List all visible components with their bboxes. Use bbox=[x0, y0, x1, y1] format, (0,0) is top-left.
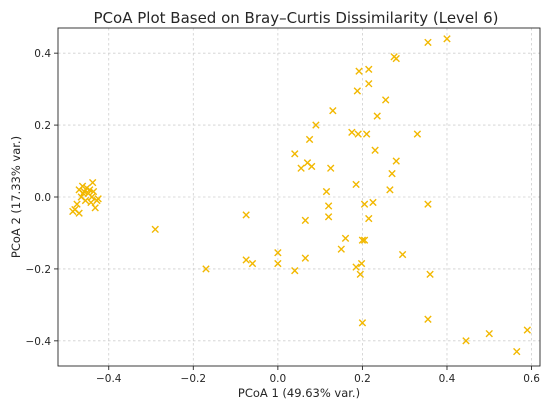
data-point-marker bbox=[202, 265, 210, 273]
data-point-marker bbox=[360, 236, 369, 244]
data-point-marker bbox=[274, 249, 282, 257]
data-point-marker bbox=[413, 130, 422, 138]
data-point-marker bbox=[365, 214, 373, 223]
data-point-marker bbox=[388, 169, 396, 178]
axis-ticks: −0.4 −0.2 0.0 0.2 0.4 0.6 −0.4 −0.2 0.0 0.2 0.4 bbox=[26, 48, 541, 385]
data-point-marker bbox=[424, 200, 432, 208]
data-point-marker bbox=[381, 96, 390, 104]
data-point-marker bbox=[291, 267, 299, 275]
data-point-marker bbox=[373, 112, 381, 120]
data-point-marker bbox=[365, 80, 373, 88]
x-tick-label: 0.0 bbox=[270, 373, 287, 385]
data-point-marker bbox=[79, 189, 88, 198]
data-point-marker bbox=[324, 213, 333, 221]
data-point-marker bbox=[291, 150, 299, 158]
data-point-marker bbox=[301, 254, 310, 262]
y-tick-label: −0.4 bbox=[26, 336, 52, 348]
data-point-marker bbox=[485, 329, 493, 338]
y-tick-label: −0.2 bbox=[26, 264, 52, 276]
data-point-marker bbox=[358, 319, 367, 327]
data-point-marker bbox=[443, 35, 451, 43]
data-point-marker bbox=[424, 315, 432, 323]
data-point-marker bbox=[392, 157, 400, 165]
data-point-marker bbox=[307, 162, 316, 171]
data-point-marker bbox=[248, 259, 257, 268]
data-point-marker bbox=[322, 187, 331, 196]
data-point-marker bbox=[369, 198, 377, 207]
data-point-marker bbox=[398, 250, 407, 259]
data-point-marker bbox=[242, 256, 250, 264]
data-point-marker bbox=[356, 270, 365, 279]
data-point-marker bbox=[274, 259, 282, 268]
gridlines bbox=[58, 28, 540, 366]
data-point-marker bbox=[312, 121, 320, 129]
x-tick-label: 0.2 bbox=[354, 373, 371, 385]
data-point-marker bbox=[348, 128, 356, 136]
data-point-marker bbox=[357, 259, 366, 268]
data-point-marker bbox=[89, 187, 98, 196]
data-point-marker bbox=[424, 38, 432, 47]
data-point-marker bbox=[365, 65, 373, 74]
data-point-marker bbox=[352, 180, 360, 189]
x-tick-label: 0.4 bbox=[439, 373, 456, 385]
x-tick-label: −0.4 bbox=[96, 373, 122, 385]
data-point-marker bbox=[371, 146, 379, 154]
data-point-marker bbox=[337, 245, 345, 253]
data-point-marker bbox=[78, 182, 87, 190]
data-point-marker bbox=[360, 200, 369, 208]
x-axis-label: PCoA 1 (49.63% var.) bbox=[238, 386, 360, 400]
data-point-marker bbox=[94, 195, 102, 203]
y-axis-label: PCoA 2 (17.33% var.) bbox=[9, 136, 23, 258]
data-point-marker bbox=[297, 164, 305, 172]
data-point-marker bbox=[81, 196, 90, 205]
data-point-marker bbox=[523, 326, 532, 334]
data-point-marker bbox=[354, 130, 362, 138]
x-tick-label: −0.2 bbox=[181, 373, 207, 385]
data-point-marker bbox=[386, 186, 394, 194]
data-point-marker bbox=[73, 200, 81, 208]
data-point-marker bbox=[392, 54, 400, 63]
data-point-marker bbox=[353, 87, 362, 95]
data-point-marker bbox=[305, 135, 314, 144]
data-point-marker bbox=[86, 186, 94, 194]
data-point-marker bbox=[352, 263, 360, 271]
data-point-marker bbox=[91, 204, 99, 212]
data-point-marker bbox=[301, 216, 310, 225]
data-point-marker bbox=[324, 202, 333, 210]
data-point-marker bbox=[513, 347, 521, 356]
data-point-marker bbox=[355, 67, 363, 75]
data-point-marker bbox=[327, 164, 335, 172]
y-tick-label: 0.4 bbox=[34, 48, 51, 60]
data-point-marker bbox=[426, 270, 434, 279]
data-point-marker bbox=[75, 209, 83, 217]
data-point-marker bbox=[151, 225, 159, 234]
chart-title: PCoA Plot Based on Bray–Curtis Dissimila… bbox=[94, 9, 499, 27]
data-point-marker bbox=[329, 107, 337, 115]
data-points bbox=[69, 35, 532, 356]
data-point-marker bbox=[462, 337, 470, 345]
data-point-marker bbox=[88, 178, 97, 187]
data-point-marker bbox=[341, 234, 350, 243]
data-point-marker bbox=[362, 130, 371, 138]
y-tick-label: 0.2 bbox=[34, 120, 51, 132]
y-tick-label: 0.0 bbox=[34, 192, 51, 204]
data-point-marker bbox=[88, 193, 96, 201]
data-point-marker bbox=[358, 236, 367, 244]
x-tick-label: 0.6 bbox=[523, 373, 540, 385]
data-point-marker bbox=[242, 211, 250, 219]
